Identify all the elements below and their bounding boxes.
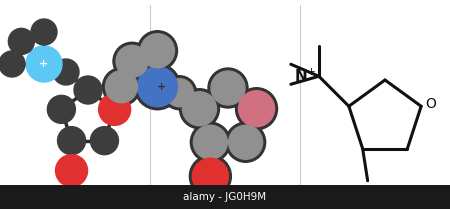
Circle shape	[103, 68, 140, 106]
Circle shape	[90, 127, 118, 155]
Circle shape	[58, 127, 86, 155]
Circle shape	[182, 92, 216, 126]
Circle shape	[113, 42, 151, 80]
Circle shape	[229, 125, 263, 159]
Circle shape	[137, 31, 177, 71]
Circle shape	[55, 155, 88, 187]
Circle shape	[135, 64, 180, 110]
Circle shape	[31, 19, 57, 45]
Circle shape	[105, 71, 137, 103]
Circle shape	[9, 28, 34, 54]
Circle shape	[116, 45, 148, 77]
Circle shape	[137, 67, 177, 107]
Circle shape	[47, 95, 75, 123]
Circle shape	[74, 76, 102, 104]
Bar	[0, 185, 450, 209]
Circle shape	[140, 34, 175, 68]
Text: OH: OH	[357, 187, 378, 201]
Text: O: O	[425, 97, 436, 111]
Circle shape	[166, 79, 194, 107]
Circle shape	[190, 122, 230, 162]
Circle shape	[225, 122, 266, 162]
Circle shape	[235, 88, 278, 130]
Circle shape	[53, 59, 79, 85]
Circle shape	[208, 68, 248, 108]
Text: alamy - JG0H9M: alamy - JG0H9M	[184, 192, 266, 202]
Circle shape	[194, 125, 227, 159]
Circle shape	[180, 89, 220, 129]
Circle shape	[99, 93, 130, 125]
Circle shape	[189, 155, 231, 197]
Circle shape	[211, 71, 245, 105]
Circle shape	[192, 158, 228, 194]
Text: N$^{+}$: N$^{+}$	[294, 68, 317, 85]
Text: +: +	[157, 82, 166, 92]
Circle shape	[238, 91, 274, 127]
Circle shape	[162, 76, 197, 110]
Circle shape	[0, 51, 25, 77]
Circle shape	[26, 46, 62, 82]
Text: +: +	[40, 59, 49, 69]
